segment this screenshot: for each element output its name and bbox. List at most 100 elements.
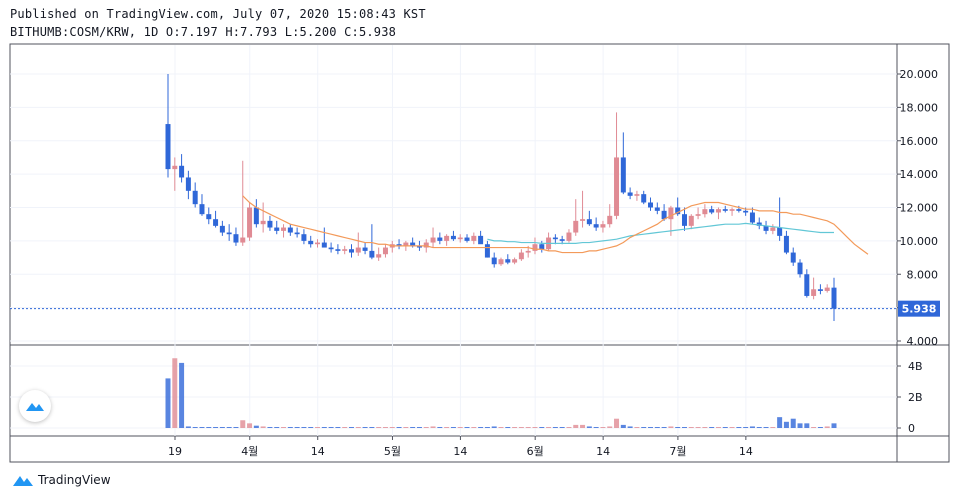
candle-body — [770, 227, 776, 231]
candle-body — [213, 219, 219, 226]
volume-bar — [484, 427, 490, 428]
candle-body — [376, 254, 382, 258]
candle-body — [525, 250, 531, 253]
candle — [199, 194, 205, 216]
candle — [172, 157, 178, 191]
candle-body — [817, 289, 823, 291]
candle — [274, 220, 280, 235]
candle-body — [274, 227, 280, 231]
volume-bar — [743, 427, 749, 428]
volume-axis-ticks: 4B 2B 0 — [897, 360, 923, 435]
candle — [641, 190, 647, 205]
candle — [260, 202, 266, 233]
candle-body — [709, 209, 715, 213]
candle-body — [267, 220, 273, 228]
tradingview-logo[interactable]: TradingView — [12, 473, 111, 487]
candle — [709, 205, 715, 215]
volume-bar — [824, 426, 830, 428]
price-tick-label: 4.000 — [907, 335, 939, 348]
volume-bar — [641, 427, 647, 428]
candle-body — [206, 214, 212, 220]
volume-bar — [614, 418, 620, 428]
candle — [362, 242, 368, 255]
candle-body — [743, 210, 749, 213]
candle — [484, 240, 490, 258]
volume-bar — [675, 427, 681, 428]
candle-body — [627, 192, 633, 196]
candle — [777, 197, 783, 241]
volume-bar — [308, 427, 314, 428]
candle-body — [777, 227, 783, 236]
chart-frame — [9, 43, 950, 463]
candle-body — [539, 244, 545, 250]
candle-body — [478, 235, 484, 245]
candle-body — [688, 215, 694, 226]
ma-slow-line — [487, 222, 834, 244]
candle-body — [165, 124, 171, 170]
candle-body — [450, 235, 456, 240]
volume-bar — [226, 427, 232, 428]
volume-bar — [817, 427, 823, 428]
candle-body — [179, 165, 185, 178]
time-tick-label: 4월 — [241, 445, 258, 458]
candle — [614, 112, 620, 220]
candle-body — [240, 237, 246, 243]
volume-bar — [763, 427, 769, 428]
candle-body — [321, 242, 327, 248]
volume-bar — [253, 425, 259, 428]
volume-bar — [749, 426, 755, 428]
price-tick-label: 20.000 — [900, 68, 939, 81]
candle — [253, 199, 259, 228]
volume-bar — [362, 427, 368, 428]
candle-body — [783, 235, 789, 253]
volume-bar — [348, 427, 354, 428]
candle — [695, 207, 701, 220]
volume-bar — [382, 427, 388, 428]
volume-bar — [566, 427, 572, 428]
volume-bar — [342, 427, 348, 428]
candle — [498, 257, 504, 266]
candle — [505, 254, 511, 265]
volume-tick-label: 0 — [908, 422, 915, 435]
candle — [328, 242, 334, 253]
volume-bar — [498, 427, 504, 428]
candle — [185, 170, 191, 200]
volume-bar — [797, 423, 803, 428]
candle — [389, 240, 395, 253]
volume-bar — [722, 427, 728, 428]
candle-body — [729, 209, 735, 211]
candle-body — [634, 194, 640, 196]
candle-body — [172, 165, 178, 170]
last-price-label: 5.938 — [898, 300, 940, 317]
candle-body — [308, 240, 314, 245]
volume-bar — [328, 427, 334, 428]
tradingview-badge-icon[interactable] — [19, 390, 51, 422]
volume-bar — [199, 427, 205, 428]
volume-bar — [681, 427, 687, 428]
candle-body — [403, 242, 409, 246]
candle-body — [790, 252, 796, 263]
volume-bar — [287, 427, 293, 428]
candle — [681, 207, 687, 231]
volume-bar — [525, 427, 531, 428]
volume-bar — [607, 426, 613, 428]
candle — [593, 217, 599, 231]
candle-body — [362, 247, 368, 251]
candle — [165, 74, 171, 178]
candle — [219, 220, 225, 236]
volume-bar — [600, 427, 606, 428]
volume-bar — [172, 358, 178, 428]
candle-body — [811, 289, 817, 296]
candle-body — [641, 194, 647, 203]
candle — [831, 277, 837, 321]
candle — [749, 207, 755, 225]
volume-bar — [586, 426, 592, 428]
candle-body — [648, 202, 654, 208]
candle — [722, 205, 728, 213]
volume-bar — [811, 427, 817, 428]
candle — [192, 182, 198, 208]
candle — [437, 232, 443, 245]
volume-bar — [552, 427, 558, 428]
candle — [634, 190, 640, 201]
